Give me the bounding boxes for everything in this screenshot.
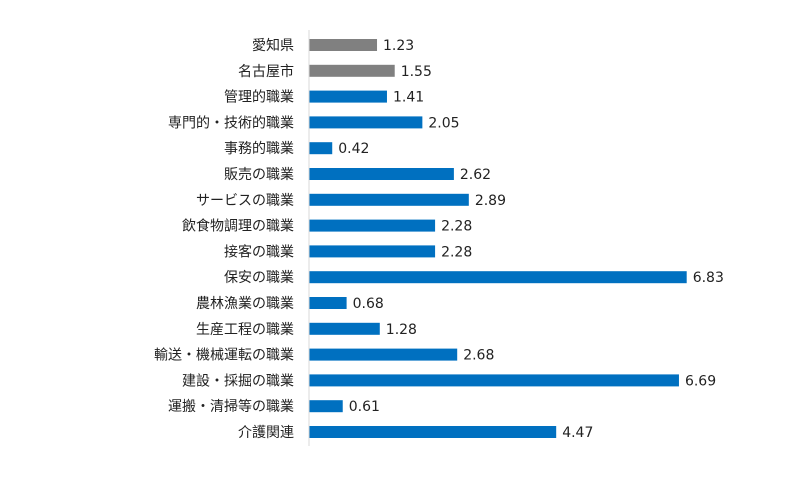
category-label: 輸送・機械運転の職業 xyxy=(154,348,294,364)
bar xyxy=(309,64,395,77)
bar xyxy=(309,426,557,438)
category-label: 保安の職業 xyxy=(224,270,294,286)
category-label: 販売の職業 xyxy=(224,167,294,183)
bar xyxy=(309,400,343,413)
value-label: 2.05 xyxy=(428,115,459,131)
category-label: 愛知県 xyxy=(252,37,294,54)
value-label: 1.41 xyxy=(393,90,424,106)
bar xyxy=(309,193,469,206)
category-label: 管理的職業 xyxy=(224,90,294,106)
bar xyxy=(309,116,423,129)
bar xyxy=(309,39,378,51)
category-label: 専門的・技術的職業 xyxy=(168,115,294,131)
category-label: 農林漁業の職業 xyxy=(196,296,294,312)
bar xyxy=(309,374,679,387)
bars-layer: 愛知県 1.23 名古屋市 1.55 管理的職業 1.41 専門的・技術的職業 2.05 事務的… xyxy=(154,37,724,441)
value-label: 1.55 xyxy=(401,64,432,80)
bar xyxy=(309,168,454,180)
value-label: 2.28 xyxy=(441,219,472,235)
value-label: 6.69 xyxy=(685,373,716,389)
value-label: 2.62 xyxy=(460,167,491,183)
bar xyxy=(309,219,436,232)
category-label: 運搬・清掃等の職業 xyxy=(168,398,294,415)
bar xyxy=(309,297,347,309)
bar xyxy=(309,271,687,284)
category-label: 事務的職業 xyxy=(224,141,294,157)
value-label: 1.28 xyxy=(386,322,417,338)
category-label: 名古屋市 xyxy=(238,63,294,80)
category-label: 建設・採掘の職業 xyxy=(182,373,294,389)
bar xyxy=(309,348,458,361)
value-label: 4.47 xyxy=(562,425,593,441)
category-label: サービスの職業 xyxy=(196,193,294,209)
value-label: 1.23 xyxy=(383,38,414,54)
category-label: 接客の職業 xyxy=(224,243,294,260)
value-label: 2.28 xyxy=(441,244,472,260)
value-label: 0.42 xyxy=(338,141,369,157)
value-label: 0.68 xyxy=(353,296,384,312)
category-label: 生産工程の職業 xyxy=(196,322,294,338)
value-label: 6.83 xyxy=(693,270,724,286)
bar xyxy=(309,90,387,103)
value-label: 0.61 xyxy=(349,399,380,415)
category-label: 介護関連 xyxy=(238,425,294,441)
bar xyxy=(309,322,380,335)
bar xyxy=(309,245,436,258)
bar xyxy=(309,142,333,155)
category-label: 飲食物調理の職業 xyxy=(182,218,294,235)
value-label: 2.89 xyxy=(475,193,506,209)
value-label: 2.68 xyxy=(463,348,494,364)
